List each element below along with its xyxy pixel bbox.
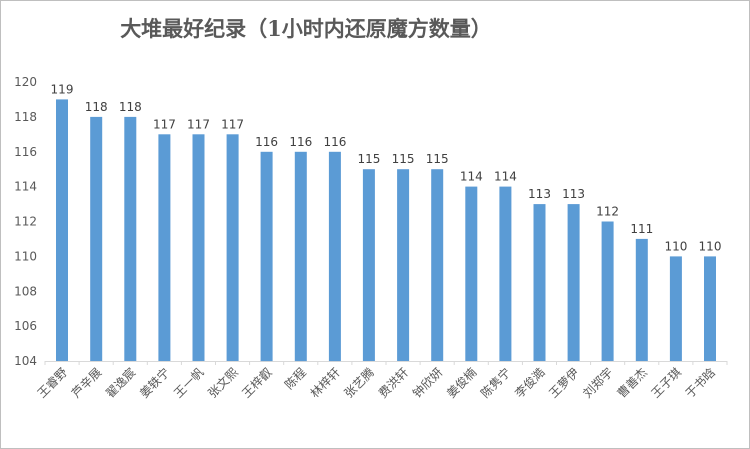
x-category-label: 姜俊楠 — [443, 365, 479, 401]
y-tick-label: 114 — [14, 180, 37, 194]
x-category-label: 陈程 — [281, 365, 309, 393]
bar — [328, 151, 341, 362]
y-tick-label: 108 — [14, 284, 37, 298]
data-label: 117 — [221, 117, 244, 131]
bar — [124, 116, 137, 362]
bar — [397, 169, 410, 361]
x-category-label: 张艺腾 — [341, 365, 377, 401]
y-tick-label: 120 — [14, 75, 37, 89]
data-label: 114 — [460, 170, 483, 184]
bar — [669, 256, 682, 361]
bar — [158, 134, 171, 361]
bar — [294, 151, 307, 362]
bar — [499, 186, 512, 361]
x-category-label: 芦辛展 — [69, 365, 104, 400]
data-label: 113 — [562, 187, 585, 201]
bar — [90, 116, 103, 362]
data-label: 116 — [255, 135, 278, 149]
x-category-label: 陈隽宁 — [477, 365, 513, 401]
x-category-label: 翟逸宸 — [102, 365, 138, 401]
data-label: 110 — [664, 239, 687, 253]
bar — [635, 238, 648, 361]
data-label: 114 — [494, 170, 517, 184]
x-category-label: 王萝伊 — [546, 365, 581, 400]
y-tick-label: 112 — [14, 215, 37, 229]
data-label: 111 — [630, 222, 653, 236]
data-label: 119 — [51, 82, 74, 96]
bar — [226, 134, 239, 361]
y-tick-label: 116 — [14, 145, 37, 159]
data-label: 110 — [699, 239, 722, 253]
x-category-label: 张文熙 — [205, 365, 241, 401]
x-category-label: 曹善杰 — [614, 365, 650, 401]
x-category-label: 于书晗 — [682, 365, 718, 401]
data-label: 115 — [392, 152, 415, 166]
x-category-label: 钟欣妍 — [409, 365, 445, 401]
chart-title: 大堆最好纪录（1小时内还原魔方数量） — [120, 16, 492, 41]
bar — [56, 99, 68, 362]
data-label: 115 — [426, 152, 449, 166]
y-tick-label: 104 — [14, 354, 37, 368]
data-label: 116 — [289, 135, 312, 149]
x-category-label: 林梓轩 — [307, 365, 343, 401]
data-label: 112 — [596, 205, 619, 219]
y-tick-label: 106 — [14, 319, 37, 333]
y-tick-label: 118 — [14, 110, 37, 124]
data-label: 116 — [323, 135, 346, 149]
data-label: 113 — [528, 187, 551, 201]
bar — [431, 169, 444, 361]
x-category-label: 李俊澔 — [512, 365, 548, 401]
bar — [260, 151, 273, 362]
x-category-label: 姜轶宁 — [136, 365, 172, 401]
x-category-label: 王梓叡 — [239, 365, 275, 401]
data-label: 118 — [85, 100, 108, 114]
bar — [192, 134, 205, 361]
x-category-label: 王子琪 — [649, 365, 684, 400]
bar — [362, 169, 375, 361]
bar — [465, 186, 478, 361]
y-tick-label: 110 — [14, 249, 37, 263]
x-category-label: 王睿野 — [34, 365, 70, 401]
x-category-label: 王一帆 — [171, 365, 207, 401]
data-label: 118 — [119, 100, 142, 114]
bar — [704, 256, 716, 361]
data-label: 117 — [187, 117, 210, 131]
bar — [601, 221, 614, 361]
x-category-label: 刘郑宇 — [580, 365, 616, 401]
data-label: 117 — [153, 117, 176, 131]
bar — [567, 204, 580, 361]
data-label: 115 — [357, 152, 380, 166]
bar — [533, 204, 546, 361]
x-category-label: 费洪轩 — [376, 365, 411, 400]
